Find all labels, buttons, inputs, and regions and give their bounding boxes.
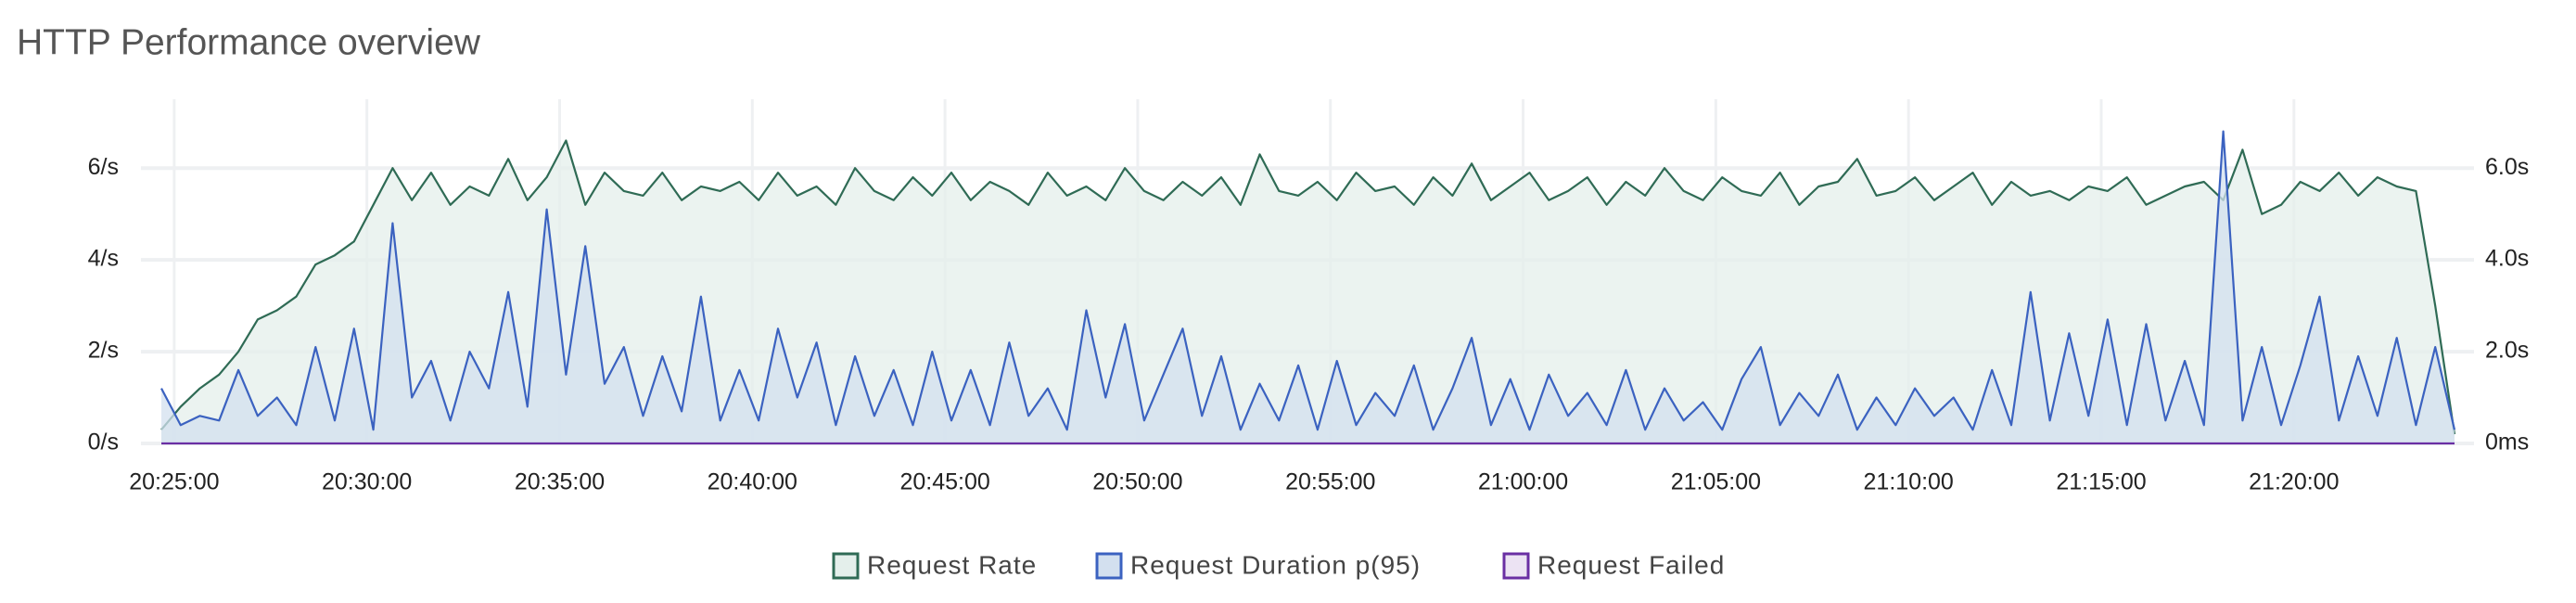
legend-label: Request Duration p(95) xyxy=(1130,550,1421,579)
x-tick-label: 21:15:00 xyxy=(2056,469,2146,495)
y-tick-label: 6/s xyxy=(88,154,119,180)
y2-tick-label: 6.0s xyxy=(2485,154,2529,180)
x-tick-label: 20:25:00 xyxy=(129,469,219,495)
y2-tick-label: 2.0s xyxy=(2485,338,2529,364)
y-tick-label: 4/s xyxy=(88,246,119,272)
x-tick-label: 20:55:00 xyxy=(1285,469,1375,495)
x-tick-label: 20:40:00 xyxy=(708,469,797,495)
series-line xyxy=(160,130,2456,431)
series-line xyxy=(160,139,2456,435)
series-area xyxy=(161,140,2455,443)
x-tick-label: 20:45:00 xyxy=(899,469,989,495)
legend-swatch xyxy=(832,552,860,580)
x-tick-label: 21:00:00 xyxy=(1478,469,1568,495)
y2-tick-label: 0ms xyxy=(2485,430,2529,455)
legend-label: Request Rate xyxy=(867,550,1037,579)
legend-label: Request Failed xyxy=(1537,550,1725,579)
x-tick-label: 20:35:00 xyxy=(515,469,605,495)
legend-swatch xyxy=(1502,552,1530,580)
x-tick-label: 21:20:00 xyxy=(2249,469,2339,495)
chart-title: HTTP Performance overview xyxy=(17,22,481,62)
y-tick-label: 2/s xyxy=(88,338,119,364)
x-tick-label: 20:50:00 xyxy=(1092,469,1182,495)
x-tick-label: 21:10:00 xyxy=(1864,469,1954,495)
y2-tick-label: 4.0s xyxy=(2485,246,2529,272)
y-tick-label: 0/s xyxy=(88,430,119,455)
x-tick-label: 21:05:00 xyxy=(1671,469,1761,495)
legend-swatch xyxy=(1095,552,1123,580)
x-tick-label: 20:30:00 xyxy=(322,469,412,495)
